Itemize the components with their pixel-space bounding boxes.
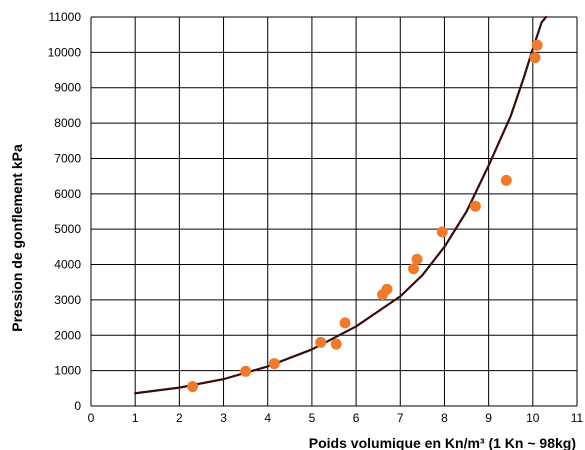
x-axis-label: Poids volumique en Kn/m³ (1 Kn ~ 98kg)	[309, 435, 576, 450]
x-tick-label: 10	[526, 411, 540, 425]
y-tick-label: 6000	[54, 187, 81, 201]
y-tick-label: 0	[74, 399, 81, 413]
data-point	[315, 336, 327, 348]
x-tick-label: 5	[309, 411, 316, 425]
data-point	[268, 358, 280, 370]
y-tick-label: 1000	[54, 364, 81, 378]
points-layer	[187, 39, 543, 393]
data-point	[381, 283, 393, 295]
y-axis-label: Pression de gonflement kPa	[9, 144, 25, 332]
y-tick-label: 9000	[54, 81, 81, 95]
x-tick-label: 1	[132, 411, 139, 425]
data-point	[500, 174, 512, 186]
data-point	[529, 52, 541, 64]
data-point	[339, 317, 351, 329]
x-tick-label: 3	[220, 411, 227, 425]
curve-layer	[134, 15, 548, 395]
y-tick-label: 3000	[54, 293, 81, 307]
y-tick-label: 11000	[49, 10, 82, 24]
x-tick-label: 0	[88, 411, 95, 425]
data-point	[469, 200, 481, 212]
y-tick-label: 10000	[48, 45, 82, 59]
data-point	[187, 381, 199, 393]
x-tick-label: 9	[485, 411, 492, 425]
y-tick-label: 2000	[54, 328, 81, 342]
y-tick-label: 8000	[54, 116, 81, 130]
ticks-layer: 0 1 2 3 4 5 6 7 8 9 10 11 0 1000 2000 3000 4000 5000 6000 7…	[48, 10, 584, 425]
x-tick-label: 7	[397, 411, 404, 425]
x-tick-label: 2	[176, 411, 183, 425]
x-tick-label: 4	[264, 411, 271, 425]
data-point	[531, 39, 543, 51]
y-tick-label: 7000	[54, 151, 81, 165]
data-point	[436, 226, 448, 238]
x-tick-label: 6	[353, 411, 360, 425]
x-tick-label: 11	[571, 411, 584, 425]
y-tick-label: 5000	[54, 222, 81, 236]
data-point	[330, 338, 342, 350]
y-tick-label: 4000	[54, 258, 81, 272]
trend-curve	[134, 15, 548, 395]
grid	[90, 16, 578, 407]
data-point	[411, 253, 423, 265]
x-tick-label: 8	[441, 411, 448, 425]
data-point	[408, 263, 420, 275]
data-point	[240, 365, 252, 377]
